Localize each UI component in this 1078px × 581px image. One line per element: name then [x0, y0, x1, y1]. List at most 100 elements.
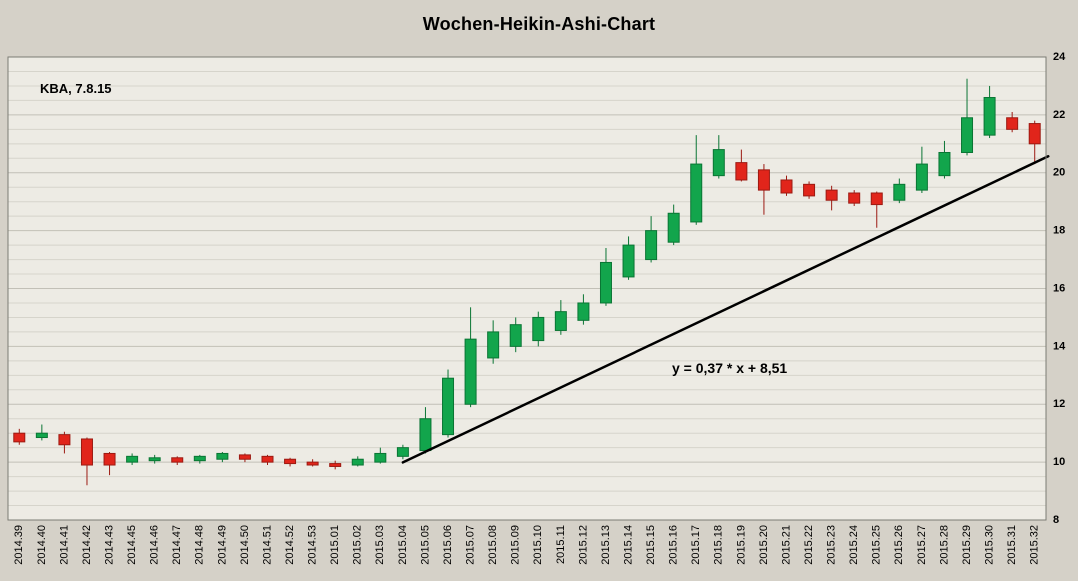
x-axis-tick-label: 2014.41: [58, 525, 70, 565]
x-axis-tick-label: 2015.14: [622, 525, 634, 565]
x-axis-tick-label: 2015.15: [645, 525, 657, 565]
x-axis-tick-label: 2015.13: [600, 525, 612, 565]
candle-body-up: [622, 244, 635, 278]
y-axis-tick-label: 18: [1053, 225, 1065, 237]
x-axis-tick-label: 2015.24: [848, 525, 860, 565]
y-axis-tick-label: 16: [1053, 282, 1065, 294]
candle-body-down: [803, 183, 816, 197]
candle-body-up: [667, 212, 680, 243]
x-axis-tick-label: 2015.25: [871, 525, 883, 565]
x-axis-tick-label: 2014.53: [307, 525, 319, 565]
x-axis-tick-label: 2015.03: [374, 525, 386, 565]
chart-area: 2014.39 2014.40 2014.41 2014.42 2014.43 2014.…: [0, 48, 1078, 581]
candle-body-down: [171, 457, 184, 463]
trendline-equation-label: y = 0,37 * x + 8,51: [672, 360, 787, 376]
x-axis-tick-label: 2014.40: [36, 525, 48, 565]
x-axis-tick-label: 2015.17: [690, 525, 702, 565]
candle-body-up: [487, 331, 500, 359]
x-axis-tick-label: 2015.02: [352, 525, 364, 565]
x-axis-tick-label: 2015.22: [803, 525, 815, 565]
x-axis-tick-label: 2015.09: [510, 525, 522, 565]
y-axis-tick-label: 12: [1053, 398, 1065, 410]
x-axis-tick-label: 2015.18: [713, 525, 725, 565]
y-axis-tick-label: 14: [1053, 340, 1066, 352]
x-axis-tick-label: 2015.21: [780, 525, 792, 565]
y-axis-tick-label: 10: [1053, 456, 1065, 468]
candle-body-up: [577, 302, 590, 321]
x-axis-tick-label: 2015.30: [983, 525, 995, 565]
candle-body-down: [1006, 117, 1019, 130]
x-axis-tick-label: 2015.12: [577, 525, 589, 565]
candle-body-up: [464, 338, 477, 405]
x-axis-tick-label: 2014.47: [171, 525, 183, 565]
x-axis-tick-label: 2015.10: [532, 525, 544, 565]
y-axis-tick-label: 22: [1053, 109, 1065, 121]
x-axis-tick-label: 2015.23: [826, 525, 838, 565]
x-axis-tick-label: 2014.45: [126, 525, 138, 565]
candle-body-up: [599, 261, 612, 304]
candle-body-down: [870, 192, 883, 206]
candle-body-down: [238, 454, 251, 460]
candle-body-up: [509, 324, 522, 347]
candle-body-up: [915, 163, 928, 191]
candle-body-up: [690, 163, 703, 223]
candle-body-down: [1028, 123, 1041, 145]
candle-body-up: [961, 117, 974, 153]
x-axis-tick-label: 2015.08: [487, 525, 499, 565]
candle-body-up: [148, 457, 161, 462]
chart-plot: 2014.39 2014.40 2014.41 2014.42 2014.43 2014.…: [7, 51, 1066, 565]
x-axis-tick-label: 2014.39: [13, 525, 25, 565]
candle-body-down: [329, 463, 342, 467]
candle-body-up: [419, 418, 432, 452]
candle-body-down: [284, 458, 297, 465]
candle-body-up: [216, 452, 229, 460]
candle-body-down: [58, 434, 71, 446]
x-axis-tick-label: 2014.43: [103, 525, 115, 565]
x-axis-tick-label: 2015.05: [419, 525, 431, 565]
x-axis-tick-label: 2015.16: [668, 525, 680, 565]
candle-body-up: [938, 151, 951, 177]
y-axis-tick-label: 24: [1053, 51, 1066, 63]
candle-body-up: [35, 432, 48, 439]
plot-border: [7, 56, 1047, 521]
candle-body-up: [645, 230, 658, 261]
chart-title: Wochen-Heikin-Ashi-Chart: [422, 13, 656, 34]
heikin-ashi-candlestick-chart: 2014.39 2014.40 2014.41 2014.42 2014.43 2014.…: [7, 51, 1066, 565]
x-axis-tick-label: 2015.11: [555, 525, 567, 564]
candle-body-down: [735, 162, 748, 181]
x-axis-tick-label: 2014.46: [149, 525, 161, 565]
instrument-label: KBA, 7.8.15: [40, 81, 112, 96]
candle-body-up: [983, 97, 996, 136]
candle-body-down: [103, 452, 116, 466]
x-axis-tick-label: 2014.42: [81, 525, 93, 565]
candle-body-up: [442, 377, 455, 436]
candle-body-down: [780, 179, 793, 194]
x-axis-tick-label: 2015.06: [442, 525, 454, 565]
x-axis-tick-label: 2015.29: [961, 525, 973, 565]
candle-body-up: [893, 183, 906, 201]
candle-body-down: [261, 455, 274, 463]
candle-body-up: [193, 455, 206, 462]
x-axis-tick-label: 2014.52: [284, 525, 296, 565]
candle-body-up: [532, 316, 545, 342]
x-axis-tick-label: 2015.32: [1029, 525, 1041, 565]
candle-body-up: [374, 452, 387, 463]
x-axis-tick-label: 2014.49: [216, 525, 228, 565]
x-axis-tick-label: 2015.26: [893, 525, 905, 565]
candle-body-up: [712, 149, 725, 177]
y-axis-tick-label: 20: [1053, 167, 1065, 179]
x-axis-tick-label: 2015.28: [938, 525, 950, 565]
x-axis-tick-label: 2014.51: [261, 525, 273, 565]
candle-body-down: [825, 189, 838, 201]
x-axis-tick-label: 2015.27: [916, 525, 928, 565]
candle-body-down: [306, 461, 319, 466]
y-axis-tick-label: 8: [1053, 514, 1059, 526]
x-axis-tick-label: 2015.01: [329, 525, 341, 565]
x-axis-tick-label: 2015.19: [735, 525, 747, 565]
x-axis-tick-label: 2015.20: [758, 525, 770, 565]
x-axis-tick-label: 2015.04: [397, 525, 409, 565]
candle-body-down: [13, 432, 26, 443]
candle-body-up: [396, 447, 409, 457]
candle-body-up: [126, 455, 139, 463]
